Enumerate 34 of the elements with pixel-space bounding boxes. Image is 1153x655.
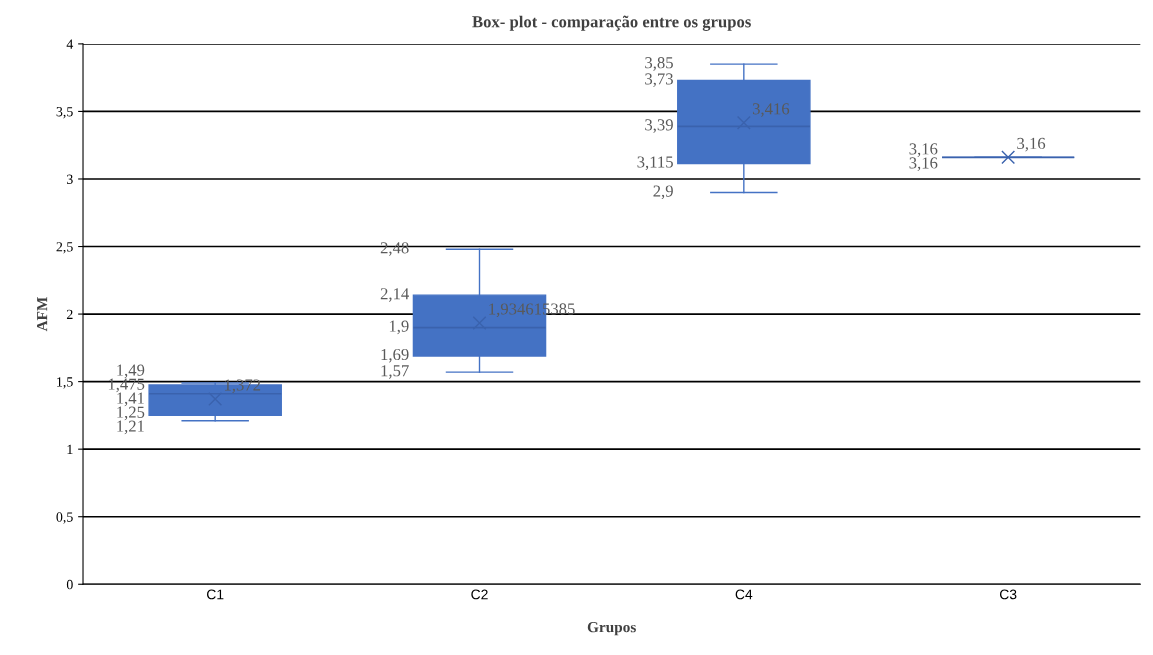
y-tick-label: 3,5	[56, 107, 73, 119]
text: 1,25	[117, 406, 145, 421]
y-tick-label: 3	[67, 174, 73, 184]
text: 3,16	[909, 143, 938, 157]
text: 1,69	[381, 348, 409, 363]
y-tick-label: 4	[66, 39, 74, 49]
text: 3,73	[645, 73, 673, 87]
x-tick-label: C2	[471, 589, 488, 600]
text: 1,9	[389, 320, 409, 335]
text: 3,16	[909, 157, 938, 171]
y-tick-label: 2,5	[56, 242, 73, 254]
text: 1,372	[224, 379, 261, 393]
text: 3,16	[1017, 137, 1046, 152]
y-tick-label: 2	[66, 309, 73, 319]
chart-title: Box- plot - comparação entre os grupos	[472, 15, 751, 31]
text: 1,57	[381, 365, 409, 379]
text: 2,9	[653, 185, 673, 200]
text: 3,85	[645, 57, 673, 71]
text: 2,14	[380, 288, 409, 302]
y-axis-title: AFM	[37, 297, 48, 332]
y-tick-label: 1	[67, 444, 73, 454]
text: 1,21	[117, 420, 144, 435]
x-tick-label: C1	[207, 589, 224, 600]
x-axis-title: Grupos	[587, 622, 636, 636]
y-tick-label: 1,5	[57, 377, 73, 389]
text: 1,41	[117, 392, 144, 407]
y-tick-label: 0	[66, 579, 73, 590]
text: 3,39	[645, 119, 673, 133]
text: 3,416	[752, 103, 790, 117]
x-tick-label: C3	[999, 589, 1017, 600]
text: 1,49	[117, 364, 145, 379]
text: 3,115	[637, 156, 673, 171]
y-tick-label: 0,5	[56, 512, 73, 524]
x-tick-label: C4	[735, 589, 753, 600]
